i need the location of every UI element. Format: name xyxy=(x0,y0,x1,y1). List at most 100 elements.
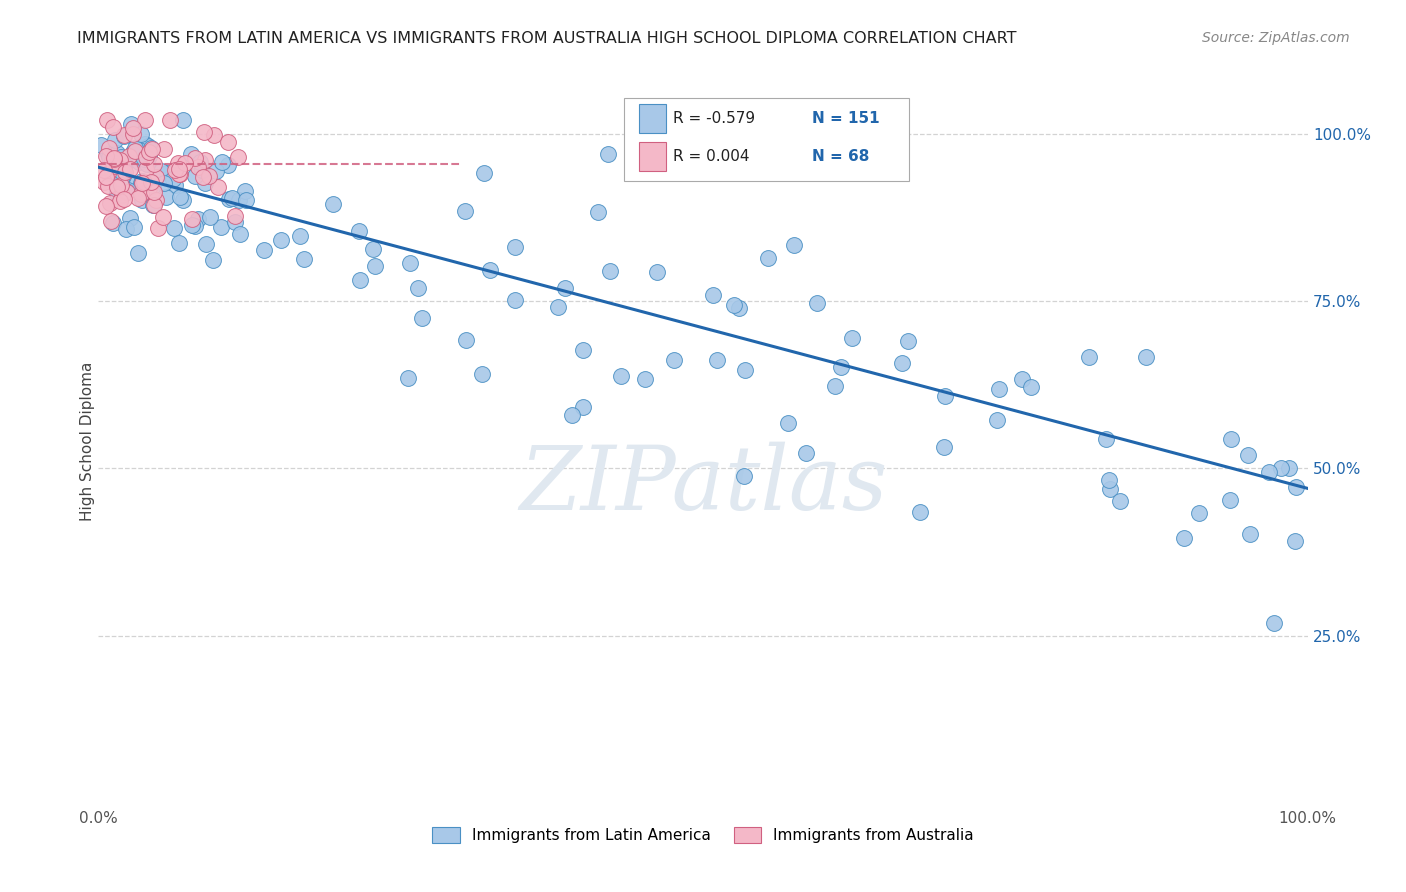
Point xyxy=(1285,479,1308,493)
Point xyxy=(610,369,633,384)
Point xyxy=(131,193,153,207)
Point xyxy=(167,235,190,250)
Point xyxy=(226,150,249,164)
Point xyxy=(183,219,205,233)
Point xyxy=(841,330,863,344)
Point xyxy=(121,178,143,193)
Point xyxy=(122,127,145,141)
Point xyxy=(118,149,141,163)
Point xyxy=(100,214,122,228)
Point xyxy=(211,155,233,169)
Point xyxy=(193,125,215,139)
Point xyxy=(270,233,292,247)
Point xyxy=(111,188,134,202)
Point xyxy=(561,409,583,423)
Point xyxy=(211,219,233,234)
Point xyxy=(138,180,160,194)
Point xyxy=(172,193,194,207)
Point xyxy=(194,177,217,191)
Point xyxy=(195,236,218,251)
Point xyxy=(96,170,118,185)
Point xyxy=(188,154,211,169)
Point xyxy=(105,186,128,200)
Text: R = -0.579: R = -0.579 xyxy=(672,112,755,126)
Point xyxy=(986,412,1008,426)
Point xyxy=(93,175,115,189)
Text: Source: ZipAtlas.com: Source: ZipAtlas.com xyxy=(1202,31,1350,45)
Point xyxy=(347,224,370,238)
Point xyxy=(128,143,150,157)
Point xyxy=(165,178,187,193)
Point xyxy=(165,163,187,178)
Point xyxy=(364,259,387,273)
Point xyxy=(129,176,152,190)
Point xyxy=(897,334,920,348)
Point xyxy=(97,151,120,165)
Point xyxy=(134,136,156,151)
Point xyxy=(361,242,384,256)
Point xyxy=(934,389,956,403)
Point xyxy=(1263,615,1285,630)
Point xyxy=(150,164,173,178)
Point xyxy=(479,263,502,277)
Point xyxy=(153,176,176,190)
Text: IMMIGRANTS FROM LATIN AMERICA VS IMMIGRANTS FROM AUSTRALIA HIGH SCHOOL DIPLOMA C: IMMIGRANTS FROM LATIN AMERICA VS IMMIGRA… xyxy=(77,31,1017,46)
Point xyxy=(169,167,191,181)
Point xyxy=(94,199,117,213)
Point xyxy=(155,190,177,204)
Point xyxy=(1239,527,1261,541)
Point xyxy=(117,183,139,197)
Point xyxy=(105,180,128,194)
Point xyxy=(1095,432,1118,446)
Point xyxy=(1257,465,1279,479)
Point xyxy=(224,209,246,223)
Point xyxy=(235,193,257,207)
Point xyxy=(138,149,160,163)
Point xyxy=(143,157,166,171)
Point xyxy=(472,166,495,180)
Point xyxy=(221,191,243,205)
Point xyxy=(756,252,779,266)
Point xyxy=(191,163,214,178)
Point xyxy=(110,170,132,185)
Point xyxy=(1188,506,1211,520)
Point xyxy=(1135,351,1157,365)
Point xyxy=(101,154,124,169)
Point xyxy=(181,212,204,227)
Point xyxy=(97,147,120,161)
Point xyxy=(101,120,124,134)
Point xyxy=(142,185,165,199)
Point xyxy=(1173,532,1195,546)
Point xyxy=(103,153,125,167)
Point xyxy=(145,193,167,207)
Point xyxy=(122,219,145,234)
Point xyxy=(110,171,132,186)
Point xyxy=(129,187,152,202)
Point xyxy=(173,156,195,170)
Point xyxy=(194,153,217,168)
Point xyxy=(104,133,127,147)
Point xyxy=(120,117,142,131)
Point xyxy=(118,161,141,176)
Point xyxy=(228,194,250,208)
Point xyxy=(128,154,150,169)
Y-axis label: High School Diploma: High School Diploma xyxy=(80,362,94,521)
Point xyxy=(202,128,225,142)
Point xyxy=(90,137,112,152)
Point xyxy=(138,145,160,160)
Point xyxy=(134,113,156,128)
Point xyxy=(890,356,912,370)
Point xyxy=(728,301,751,315)
Point xyxy=(197,169,219,183)
Point xyxy=(191,170,214,185)
Point xyxy=(503,240,526,254)
Point xyxy=(108,194,131,208)
Point xyxy=(108,153,131,168)
Point xyxy=(132,153,155,167)
Point xyxy=(988,382,1011,396)
Point xyxy=(131,174,153,188)
Point xyxy=(139,144,162,158)
Point xyxy=(233,184,256,198)
Point xyxy=(1011,371,1033,385)
Point xyxy=(156,166,179,180)
